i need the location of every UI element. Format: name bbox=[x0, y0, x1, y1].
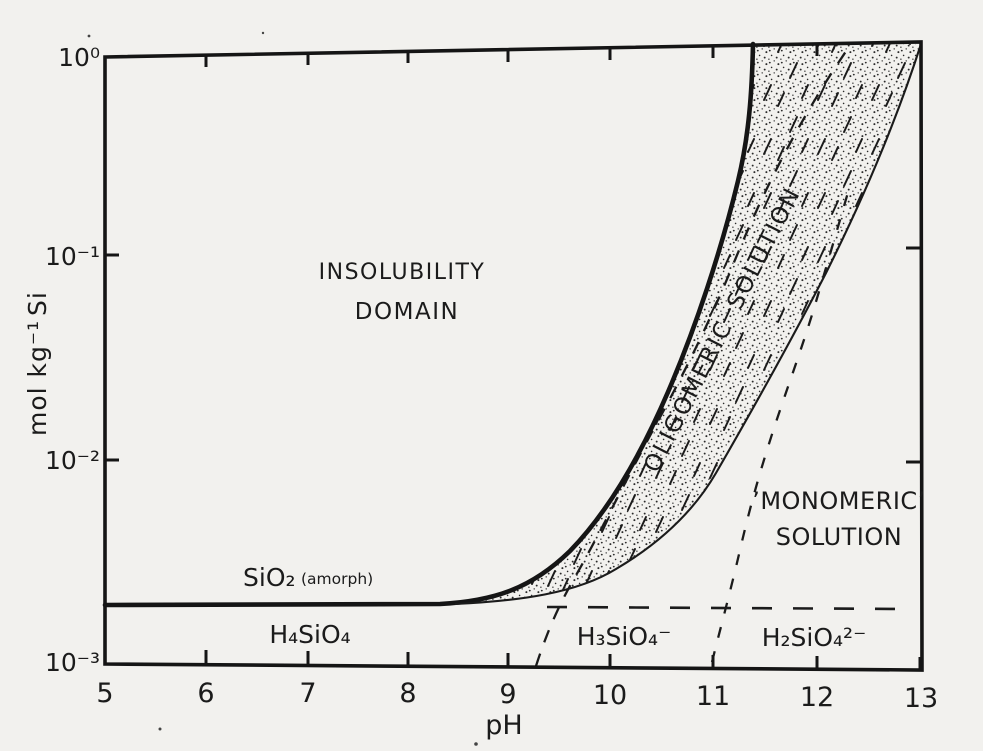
x-tick-12: 12 bbox=[800, 682, 834, 713]
y-tick-1e-1: 10⁻¹ bbox=[45, 242, 100, 271]
x-axis-title: pH bbox=[485, 710, 522, 741]
h3sio4-h2sio4-boundary-dashed-line bbox=[710, 181, 853, 663]
y-axis-left-ticks bbox=[106, 253, 119, 462]
sio2-amorph-label: SiO₂ bbox=[243, 563, 296, 592]
sio2-amorph-qualifier: (amorph) bbox=[301, 570, 373, 588]
y-tick-1e-2: 10⁻² bbox=[45, 446, 100, 475]
h4sio4-label: H₄SiO₄ bbox=[269, 620, 350, 649]
x-tick-6: 6 bbox=[197, 678, 214, 709]
monomeric-solubility-curve bbox=[454, 43, 922, 606]
h3sio4-label: H₃SiO₄⁻ bbox=[577, 622, 672, 651]
scan-specks bbox=[87, 31, 478, 746]
x-tick-11: 11 bbox=[696, 681, 730, 712]
insolubility-domain-label-line1: INSOLUBILITY bbox=[319, 260, 486, 285]
amorphous-silica-solubility-curve bbox=[102, 41, 756, 608]
y-tick-1e-3: 10⁻³ bbox=[45, 648, 100, 677]
x-tick-9: 9 bbox=[499, 679, 516, 710]
h2sio4-label: H₂SiO₄²⁻ bbox=[762, 623, 867, 652]
y-axis-unit: mol kg⁻¹ bbox=[23, 320, 52, 436]
axes-frame bbox=[103, 40, 924, 672]
x-tick-7: 7 bbox=[299, 678, 316, 709]
solubility-level-dashed-line bbox=[546, 605, 904, 611]
insolubility-domain-label-line2: DOMAIN bbox=[355, 299, 459, 325]
x-tick-13: 13 bbox=[904, 683, 938, 714]
x-tick-5: 5 bbox=[96, 678, 113, 709]
oligomeric-band-dash-texture bbox=[440, 44, 921, 604]
x-tick-8: 8 bbox=[399, 678, 416, 709]
x-axis-bottom-ticks bbox=[103, 649, 922, 670]
monomeric-solution-label-line1: ’MONOMERIC’ bbox=[752, 487, 926, 515]
x-tick-10: 10 bbox=[593, 680, 627, 711]
y-axis-species: Si bbox=[23, 291, 52, 316]
y-tick-1e0: 10⁰ bbox=[58, 43, 100, 72]
monomeric-solution-label-line2: SOLUTION bbox=[776, 523, 902, 551]
x-axis-top-ticks bbox=[204, 45, 819, 67]
y-axis-right-ticks bbox=[906, 246, 920, 464]
